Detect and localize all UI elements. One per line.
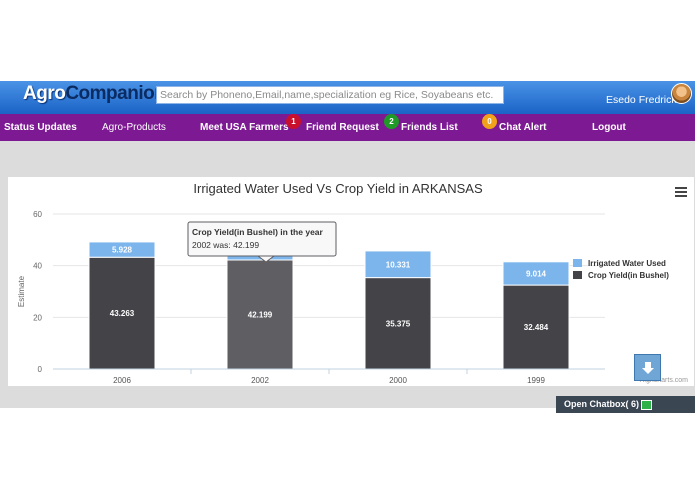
chart-menu-icon[interactable] [675, 187, 687, 197]
main-nav: Status Updates Agro-Products Meet USA Fa… [0, 114, 695, 141]
y-tick-label: 60 [33, 210, 42, 219]
chart-credit[interactable]: Highcharts.com [639, 377, 688, 384]
nav-chat-alert[interactable]: Chat Alert [499, 122, 547, 133]
bar-crop-yield-2002[interactable] [226, 259, 294, 370]
x-tick-label: 2000 [389, 376, 407, 385]
bar-water-used-2000[interactable] [364, 250, 432, 279]
data-label-crop-2006: 43.263 [110, 309, 135, 318]
user-name[interactable]: Esedo Fredrick [606, 94, 677, 106]
top-header: AgroCompanion Search by Phoneno,Email,na… [0, 81, 695, 114]
legend-swatch [573, 259, 582, 267]
app-logo[interactable]: AgroCompanion [23, 83, 166, 105]
y-axis: 0 20 40 60 [33, 210, 42, 374]
data-label-crop-1999: 32.484 [524, 323, 549, 332]
bar-water-used-1999[interactable] [502, 261, 570, 286]
data-label-water-2006: 5.928 [112, 246, 133, 255]
chart-title: Irrigated Water Used Vs Crop Yield in AR… [193, 181, 483, 196]
chat-icon [641, 399, 653, 410]
data-label-water-1999: 9.014 [526, 269, 547, 278]
nav-friends-list[interactable]: Friends List [401, 122, 458, 133]
bar-crop-yield-2000[interactable] [364, 277, 432, 370]
x-tick-label: 2006 [113, 376, 131, 385]
friends-list-badge: 2 [384, 114, 399, 129]
nav-meet-farmers[interactable]: Meet USA Farmers [200, 122, 289, 133]
nav-status-updates[interactable]: Status Updates [4, 122, 77, 133]
friend-request-badge: 1 [286, 114, 301, 129]
search-input[interactable]: Search by Phoneno,Email,name,specializat… [156, 86, 504, 104]
y-tick-label: 40 [33, 262, 42, 271]
chart-legend[interactable]: Irrigated Water Used Crop Yield(in Bushel… [573, 259, 669, 280]
scroll-down-arrow-icon[interactable] [634, 354, 661, 381]
bars: 43.263 5.928 42.199 35.375 10.331 32.484 9.014 [88, 241, 570, 370]
data-label-crop-2000: 35.375 [386, 319, 411, 328]
legend-item[interactable]: Crop Yield(in Bushel) [588, 271, 669, 280]
chart-tooltip: Crop Yield(in Bushel) in the year 2002 wa… [187, 221, 337, 263]
tooltip-body: 2002 was: 42.199 [192, 240, 259, 250]
bar-water-used-2006[interactable] [88, 241, 156, 258]
logo-agro: Agro [23, 83, 66, 104]
chatbox-label: Open Chatbox( 6) [564, 399, 640, 409]
data-label-water-2000: 10.331 [386, 260, 411, 269]
legend-item[interactable]: Irrigated Water Used [588, 259, 666, 268]
nav-agro-products[interactable]: Agro-Products [102, 122, 166, 133]
user-avatar[interactable] [671, 83, 692, 104]
x-axis: 2006 2002 2000 1999 [53, 368, 605, 385]
y-axis-label: Estimate [17, 275, 26, 307]
data-label-crop-2002: 42.199 [248, 310, 273, 319]
y-tick-label: 20 [33, 313, 42, 322]
y-tick-label: 0 [38, 365, 43, 374]
nav-friend-request[interactable]: Friend Request [306, 122, 379, 133]
tooltip-pointer [256, 255, 276, 263]
bar-crop-yield-1999[interactable] [502, 284, 570, 370]
x-tick-label: 1999 [527, 376, 545, 385]
nav-logout[interactable]: Logout [592, 122, 626, 133]
open-chatbox-button[interactable]: Open Chatbox( 6) [556, 396, 695, 413]
chat-alert-badge: 0 [482, 114, 497, 129]
legend-swatch [573, 271, 582, 279]
stacked-bar-chart: Irrigated Water Used Vs Crop Yield in AR… [17, 181, 688, 385]
logo-companion: Companion [65, 83, 166, 104]
x-tick-label: 2002 [251, 376, 269, 385]
tooltip-title: Crop Yield(in Bushel) in the year [192, 227, 324, 237]
chart-panel: Irrigated Water Used Vs Crop Yield in AR… [8, 177, 694, 386]
